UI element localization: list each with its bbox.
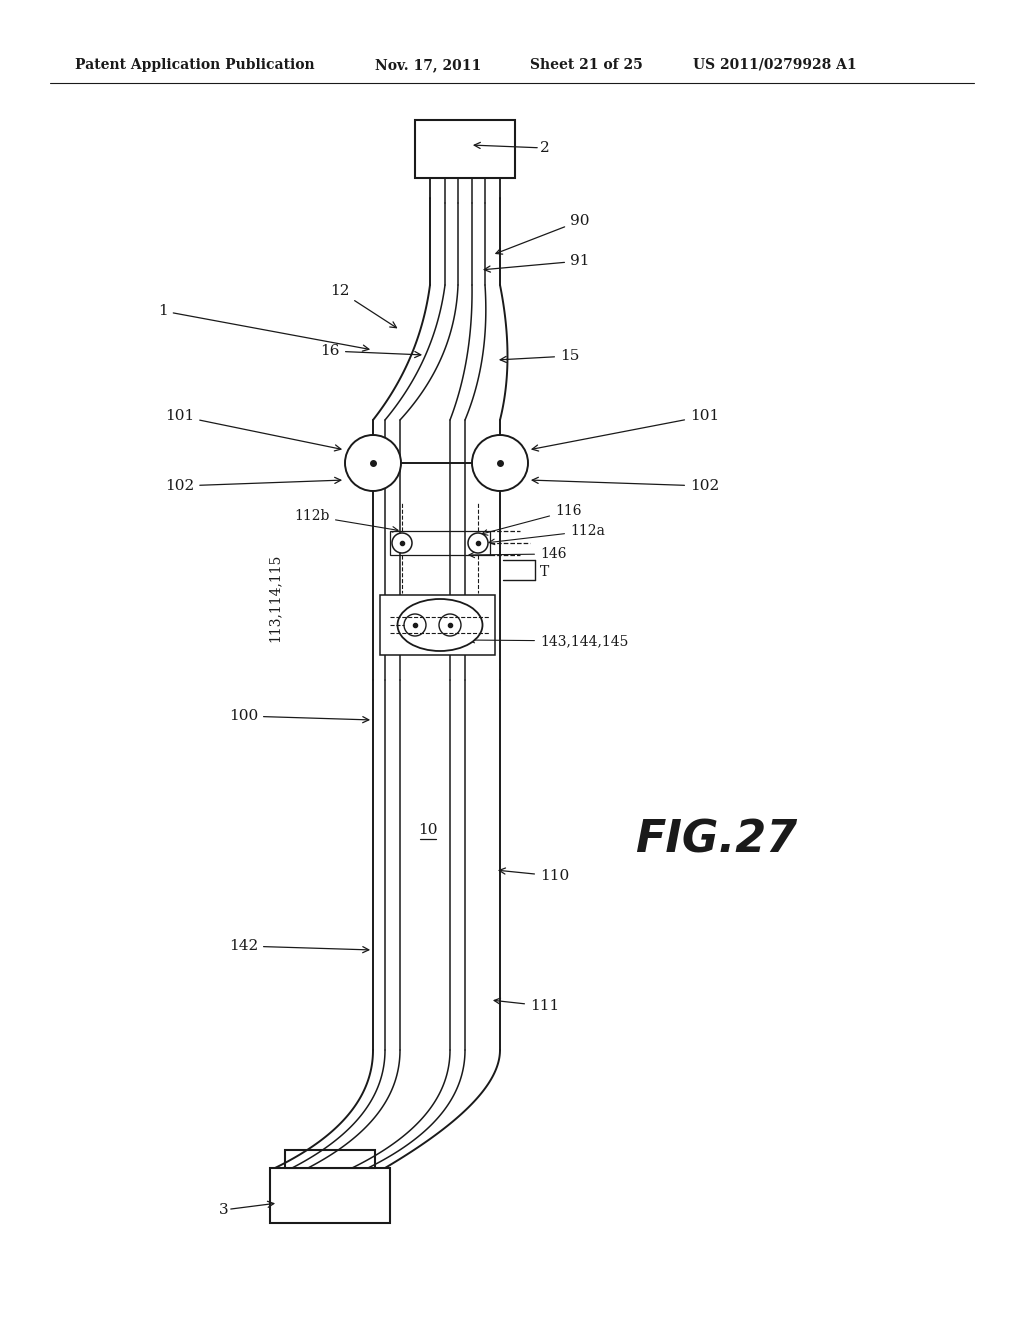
Ellipse shape (397, 599, 482, 651)
Text: FIG.27: FIG.27 (635, 818, 798, 862)
Text: 3: 3 (218, 1201, 273, 1217)
Text: 112b: 112b (295, 510, 398, 532)
Bar (390, 531, 490, 554)
Text: 143,144,145: 143,144,145 (469, 634, 629, 648)
Text: 10: 10 (418, 822, 437, 837)
Text: 101: 101 (532, 409, 719, 451)
Text: +: + (427, 616, 437, 630)
Text: 116: 116 (482, 504, 582, 535)
Circle shape (472, 436, 528, 491)
Bar (380, 595, 495, 655)
Text: 112a: 112a (489, 524, 605, 545)
Circle shape (468, 533, 488, 553)
Text: 113,114,115: 113,114,115 (268, 554, 282, 643)
Text: 90: 90 (496, 214, 590, 255)
Bar (285, 1150, 375, 1168)
Text: 1: 1 (158, 304, 369, 351)
Text: US 2011/0279928 A1: US 2011/0279928 A1 (693, 58, 857, 73)
Text: 146: 146 (469, 546, 566, 561)
Text: 101: 101 (165, 409, 341, 451)
Circle shape (392, 533, 412, 553)
Text: 12: 12 (330, 284, 396, 327)
Text: 111: 111 (495, 998, 559, 1012)
Text: T: T (541, 565, 550, 579)
Text: 15: 15 (500, 348, 580, 363)
Circle shape (404, 614, 426, 636)
Text: 110: 110 (499, 869, 569, 883)
Bar (415, 120, 515, 178)
Circle shape (439, 614, 461, 636)
Text: 2: 2 (474, 141, 550, 154)
Text: 16: 16 (321, 345, 421, 358)
Bar (270, 1168, 390, 1224)
Text: Patent Application Publication: Patent Application Publication (75, 58, 314, 73)
Text: 102: 102 (165, 478, 341, 492)
Text: Sheet 21 of 25: Sheet 21 of 25 (530, 58, 643, 73)
Text: 91: 91 (484, 253, 590, 272)
Text: 102: 102 (532, 478, 719, 492)
Text: 142: 142 (228, 939, 369, 953)
Circle shape (345, 436, 401, 491)
Text: Nov. 17, 2011: Nov. 17, 2011 (375, 58, 481, 73)
Text: 100: 100 (228, 709, 369, 723)
